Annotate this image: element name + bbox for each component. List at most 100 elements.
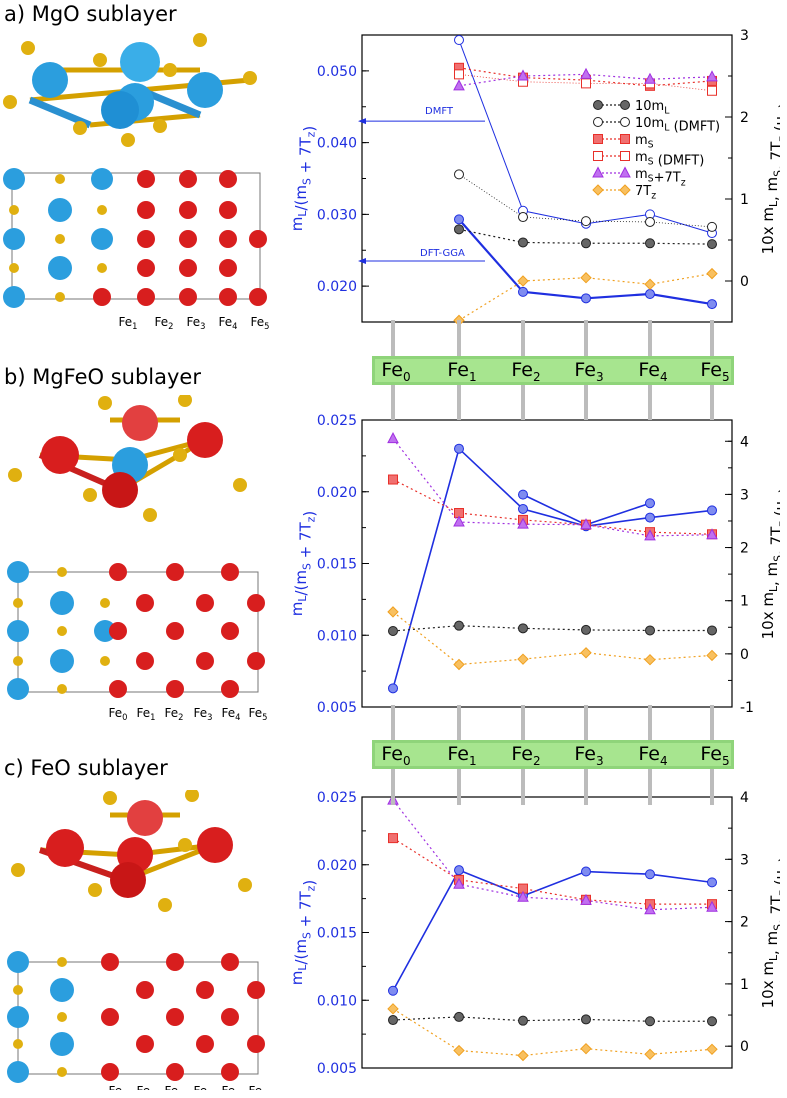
right-tick-label: 1 [740, 192, 749, 208]
crystal-2d-b [7, 561, 265, 700]
crystal-3d-c [11, 790, 252, 912]
data-point [517, 275, 529, 287]
fe-bar-label-fe4: Fe4 [638, 743, 668, 768]
data-point [581, 293, 591, 304]
series-line [458, 73, 713, 92]
data-point [388, 1015, 398, 1026]
legend-label: 10mL (DMFT) [635, 116, 720, 135]
series-m-s-7t-z [387, 432, 718, 541]
series-10m-l [454, 224, 717, 250]
data-point [707, 1016, 717, 1027]
series-ratio-dft [454, 214, 717, 310]
series-7t-z [387, 1003, 718, 1062]
right-tick-label: 3 [740, 852, 749, 868]
data-point [387, 606, 399, 618]
fe-bar-label-fe5: Fe5 [700, 359, 730, 384]
data-point [707, 299, 717, 310]
fe-bar-label-fe1: Fe1 [447, 359, 477, 384]
data-point [453, 1044, 465, 1057]
structure-a: Fe1 Fe2 Fe3 Fe4 Fe5 [3, 33, 269, 331]
right-tick-label: 3 [740, 28, 749, 44]
series-m-s [388, 833, 717, 910]
data-point [645, 869, 655, 880]
data-point [644, 278, 656, 290]
data-point [707, 221, 717, 232]
left-tick-label: 0.015 [317, 926, 357, 942]
data-point [706, 70, 718, 82]
data-point [644, 529, 656, 541]
data-point [707, 625, 717, 636]
data-point [707, 85, 717, 96]
data-point [387, 432, 399, 444]
left-tick-label: 0.005 [317, 700, 357, 715]
data-point [706, 528, 718, 540]
data-point [645, 238, 655, 249]
y-axis-label-right: 10x mL, mS, 7Tz (μB) [759, 488, 780, 640]
data-point [580, 1042, 592, 1055]
data-point [388, 985, 398, 996]
left-tick-label: 0.010 [317, 628, 357, 644]
data-point [581, 624, 591, 635]
data-point [644, 72, 656, 84]
series-line [458, 273, 713, 321]
data-point [454, 69, 464, 80]
legend-marker [593, 100, 603, 110]
fe-bar-label-fe2: Fe2 [511, 743, 541, 768]
series-ratio [388, 443, 717, 694]
chart-a: 0.020 0.030 0.040 0.050 0 1 2 3 mL/(mS + 7Tz) 10x… [288, 28, 780, 327]
legend-marker [592, 184, 604, 196]
data-point [453, 658, 465, 671]
left-tick-label: 0.025 [317, 413, 357, 429]
data-point [518, 212, 528, 223]
structure-label-fe2: Fe2 [155, 315, 174, 331]
dmft-arrowhead [358, 118, 366, 125]
right-tick-label: 4 [740, 790, 749, 806]
dft-arrowhead [358, 258, 366, 265]
left-tick-label: 0.040 [317, 136, 357, 152]
data-point [581, 1014, 591, 1025]
structure-label-fe3: Fe3 [187, 315, 206, 331]
data-point [645, 625, 655, 636]
series-m-s-7t-z [453, 67, 718, 91]
structure-label-fe3: Fe3 [194, 1084, 213, 1090]
data-point [706, 900, 718, 912]
data-point [453, 877, 465, 889]
legend-marker [619, 184, 631, 196]
data-point [517, 517, 529, 529]
structure-label-fe1: Fe1 [137, 706, 156, 722]
y-axis-label-left: mL/(mS + 7Tz) [288, 126, 319, 231]
right-tick-label: 2 [740, 541, 749, 557]
legend-marker [593, 117, 603, 127]
data-point [581, 238, 591, 249]
right-tick-label: -1 [740, 700, 754, 715]
series-line [392, 625, 712, 632]
structure-label-fe4: Fe4 [219, 315, 238, 331]
left-tick-label: 0.015 [317, 557, 357, 573]
data-point [454, 169, 464, 180]
series-line [392, 478, 713, 535]
data-point [388, 625, 398, 636]
crystal-3d-b [8, 395, 247, 522]
series-ratio-dmft [454, 35, 717, 239]
data-point [518, 237, 528, 248]
y-axis-label-left: mL/(mS + 7Tz) [288, 511, 319, 616]
legend-marker [620, 100, 630, 110]
panel-b-title: b) MgFeO sublayer [4, 365, 201, 389]
data-point [580, 272, 592, 284]
data-point [645, 498, 655, 509]
data-point [517, 653, 529, 665]
series-10m-l [388, 620, 717, 636]
data-point [518, 503, 528, 514]
right-tick-label: 2 [740, 915, 749, 931]
fe-bar-label-fe4: Fe4 [638, 359, 668, 384]
data-point [454, 1011, 464, 1022]
plot-frame [361, 419, 733, 708]
structure-label-fe5: Fe5 [249, 706, 268, 722]
right-tick-label: 0 [740, 647, 749, 663]
data-point [581, 216, 591, 227]
legend-label: mS [635, 133, 654, 151]
data-point [454, 443, 464, 454]
structure-label-fe0: Fe0 [109, 706, 128, 722]
data-point [517, 69, 529, 81]
data-point [518, 1015, 528, 1026]
